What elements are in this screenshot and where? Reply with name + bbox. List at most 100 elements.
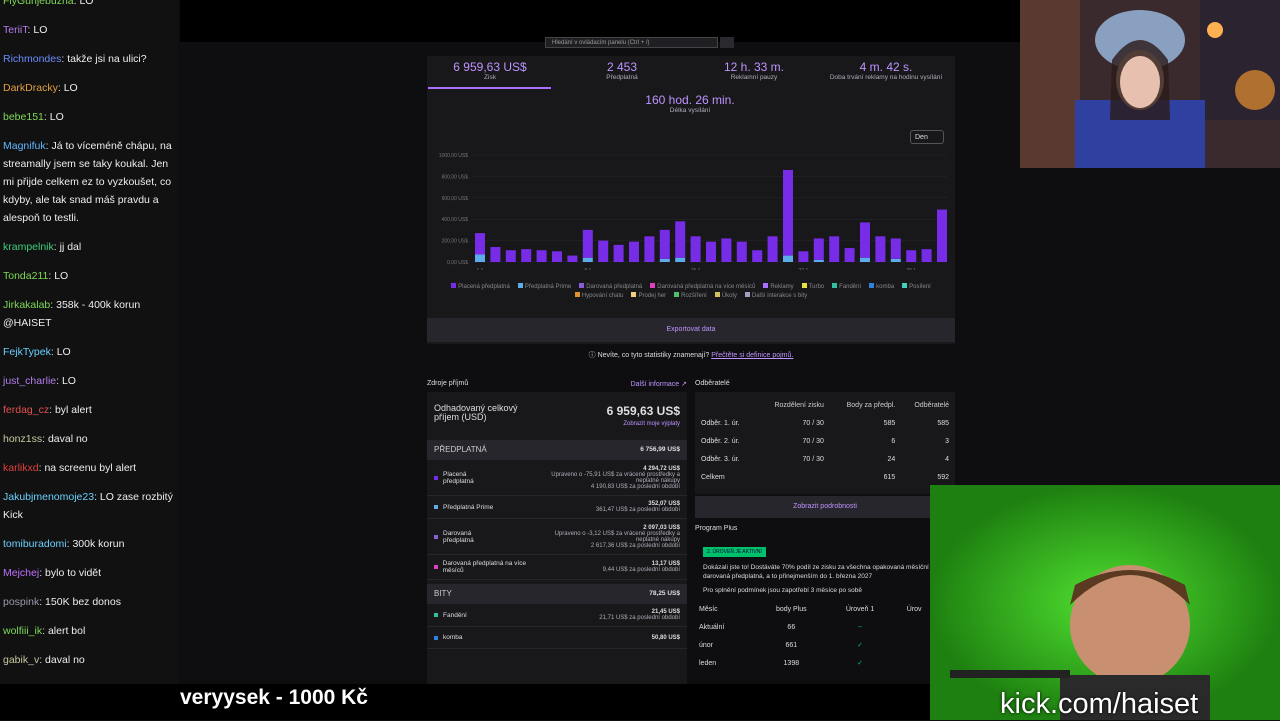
rev-row: Placená předplatná 4 294,72 US$ Upraveno o… (427, 460, 687, 496)
subs-cell: 3 (945, 437, 949, 445)
subs-cell: Odběr. 3. úr. (701, 455, 740, 463)
subs-header-cell: Rozdělení zisku (774, 401, 824, 409)
rev-title: Zdroje příjmů (427, 380, 469, 387)
notice-link[interactable]: Přečtěte si definice pojmů. (711, 352, 794, 359)
chat-text: daval no (45, 654, 85, 666)
stat-tab[interactable]: 6 959,63 US$ Zisk (428, 60, 552, 88)
rev-row-amount: 21,45 US$ (651, 609, 680, 615)
subs-cell: 585 (937, 419, 949, 427)
y-tick-label: 0,00 US$ (447, 260, 468, 266)
plus-badge: 2. ÚROVEŇ JE AKTIVNÍ (703, 547, 766, 557)
rev-row-note: Upraveno o -3,12 US$ za vrácené prostřed… (554, 530, 680, 543)
rev-row-label: komba (443, 634, 463, 641)
plus-cell: ✓ (857, 642, 863, 649)
stat-label: Zisk (484, 74, 496, 81)
chat-text: alert bol (47, 625, 86, 637)
chat-text: 358k - 400k korun @HAISET (3, 299, 141, 329)
notice-text: Nevíte, co tyto statistiky znamenají? (597, 352, 710, 359)
chat-message: ferdag_cz: byl alert (3, 404, 92, 416)
plus-header-cell: Úroveň 1 (845, 605, 875, 613)
plus-cell: leden (699, 659, 717, 667)
plus-row: Aktuální 66 -- (695, 618, 935, 636)
stat-tab[interactable]: 2 453 Předplatná (560, 60, 684, 88)
subs-cell: 24 (887, 455, 896, 463)
plus-row: únor 661 ✓ (695, 636, 935, 654)
legend-item: Další interakce s bity (744, 292, 807, 299)
legend-swatch (744, 292, 750, 297)
plus-title: Program Plus (695, 525, 738, 532)
legend-label: Úkoly (721, 293, 737, 299)
chat-user: gabik_v (3, 654, 40, 666)
subs-cell: Odběr. 1. úr. (701, 419, 740, 427)
legend-item: Předplatná Prime (517, 283, 571, 290)
chat-message: Mejchej: bylo to vidět (3, 567, 102, 579)
x-tick-label: 1.1 (477, 268, 484, 270)
rev-row-prev: 2 617,36 US$ za poslední období (590, 542, 680, 549)
subs-row: Celkem 615 592 (697, 468, 953, 486)
export-button[interactable]: Exportovat data (427, 318, 955, 342)
x-tick-label: 22.1 (799, 268, 809, 270)
bar-segment (890, 238, 901, 259)
subs-cell (756, 468, 828, 486)
chat-user: DarkDracky (3, 82, 58, 94)
rev-group-name: BITY (434, 589, 452, 598)
subs-cell: 70 / 30 (802, 455, 824, 463)
legend-swatch (801, 283, 807, 288)
rev-row-prev: 361,47 US$ za poslední období (595, 507, 680, 513)
subs-cell: Odběr. 2. úr. (701, 437, 740, 445)
period-select[interactable]: Den (910, 130, 944, 144)
bar-segment (829, 236, 840, 262)
search-box[interactable]: Hledání v ovládacím panelu (Ctrl + /) (545, 37, 718, 48)
legend-item: Fandění (832, 283, 861, 290)
rev-row-right: 50,80 US$ (539, 635, 680, 641)
stat-label: Délka vysílání (669, 107, 711, 114)
chat-message: honz1ss: daval no (3, 433, 88, 445)
rev-more[interactable]: Další informace ↗ (630, 381, 687, 388)
bar-segment (937, 209, 947, 262)
legend-item: Hypování chatu (574, 292, 623, 299)
rev-row-amount: 4 294,72 US$ (643, 465, 680, 472)
subs-cell: 4 (945, 455, 949, 463)
bar-segment (860, 257, 870, 262)
stat-tab[interactable]: 12 h. 33 m. Reklamní pauzy (692, 60, 816, 88)
legend-swatch (674, 292, 680, 297)
search-button[interactable] (720, 37, 734, 48)
subs-button[interactable]: Zobrazit podrobnosti (695, 496, 955, 518)
legend-item: Darovaná předplatná na více měsíců (650, 283, 755, 290)
chat-text: jj dal (59, 241, 82, 253)
chart: 0,00 US$ 200,00 US$ 400,00 US$ 600,00 US$ 80… (439, 153, 947, 270)
chat-message: Tonda211: LO (3, 270, 69, 282)
chat-text: LO zase rozbitý Kick (3, 491, 173, 521)
chat-text: na screenu byl alert (44, 462, 137, 474)
rev-swatch (434, 505, 438, 509)
rev-total-right: 6 959,63 US$ Zobrazit moje výplaty (607, 404, 680, 428)
rev-row-name: Darovaná předplatná (434, 530, 539, 544)
legend-item: Reklamy (763, 283, 794, 290)
bar-segment (567, 255, 578, 262)
chat-text: LO (49, 111, 64, 123)
rev-payouts[interactable]: Zobrazit moje výplaty (623, 421, 680, 427)
subs-card: Rozdělení zisku Body za předpl. Odběratelé… (695, 392, 955, 494)
stat-tab[interactable]: 160 hod. 26 min. Délka vysílání (628, 93, 752, 121)
stat-tab[interactable]: 4 m. 42 s. Doba trvání reklamy na hodinu … (824, 60, 948, 88)
rev-row-amount: 2 097,03 US$ (643, 524, 680, 531)
bar-segment (675, 257, 686, 262)
subs-header: Rozdělení zisku Body za předpl. Odběratelé (697, 396, 953, 414)
bar-segment (644, 236, 655, 262)
legend-item: Posílení (902, 283, 931, 290)
rev-total-value: 6 959,63 US$ (606, 404, 680, 418)
chat-text: LO (56, 346, 71, 358)
legend-label: Turbo (808, 284, 825, 290)
subs-cell: Celkem (701, 473, 725, 481)
plus-table: Měsíc body Plus Úroveň 1 Úrov Aktuální 66 -- ún… (695, 600, 935, 672)
plus-cell: 1398 (783, 659, 800, 667)
bar-segment (706, 241, 716, 262)
plus-cell: Aktuální (699, 623, 725, 631)
subs-header-cell (697, 396, 756, 414)
rev-swatch (434, 635, 438, 640)
bar-segment (783, 169, 793, 256)
bar-segment (475, 233, 485, 255)
stat-label: Předplatná (606, 74, 638, 81)
rev-swatch (434, 534, 438, 539)
